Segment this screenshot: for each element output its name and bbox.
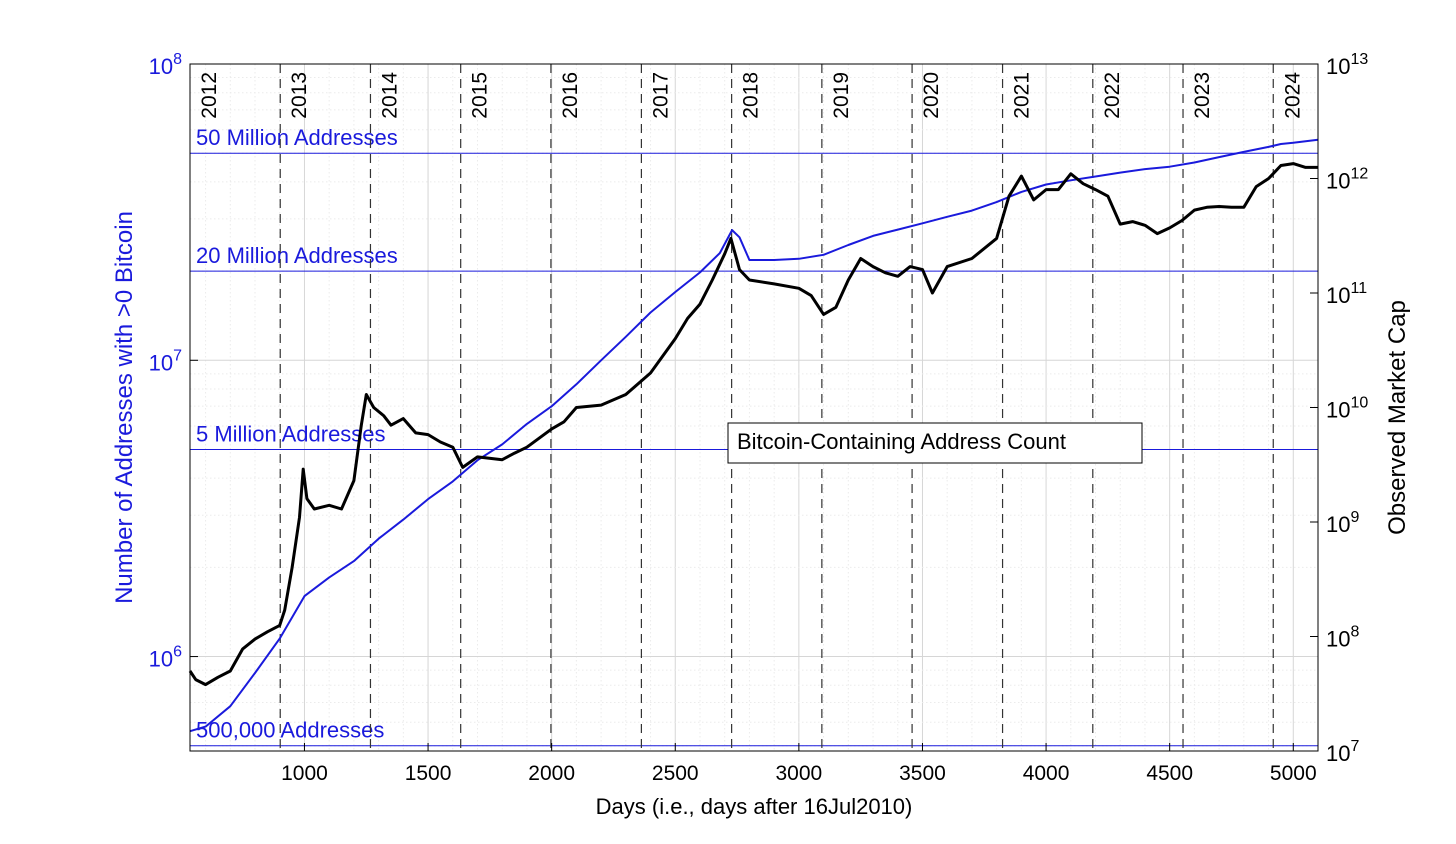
reference-line-label: 5 Million Addresses (196, 421, 386, 446)
x-tick-label: 5000 (1270, 762, 1317, 785)
year-label: 2017 (649, 72, 672, 119)
market-cap-line (188, 162, 1318, 687)
year-label: 2023 (1191, 72, 1214, 119)
y-right-tick-label: 1013 (1326, 51, 1368, 79)
year-label: 2014 (378, 72, 401, 119)
x-tick-label: 2000 (528, 762, 575, 785)
annotation: Bitcoin-Containing Address Count (727, 422, 1143, 464)
reference-line-label: 50 Million Addresses (196, 125, 398, 150)
reference-line-label: 500,000 Addresses (196, 718, 384, 743)
y-right-tick-label: 1011 (1326, 280, 1367, 308)
x-axis-label: Days (i.e., days after 16Jul2010) (596, 794, 913, 819)
y-right-tick-label: 107 (1326, 738, 1359, 766)
x-tick-label: 1000 (281, 762, 328, 785)
y-right-tick-label: 1012 (1326, 166, 1368, 194)
year-label: 2024 (1281, 72, 1304, 119)
y-left-tick-label: 108 (149, 51, 182, 79)
y-right-tick-label: 109 (1326, 509, 1359, 537)
y-axis-left-label: Number of Addresses with >0 Bitcoin (111, 211, 138, 604)
series-layer (188, 138, 1319, 733)
y-axis-right-label: Observed Market Cap (1384, 300, 1411, 535)
reference-line-label: 20 Million Addresses (196, 243, 398, 268)
x-tick-label: 2500 (652, 762, 699, 785)
year-label: 2022 (1101, 72, 1124, 119)
y-left-tick-label: 107 (149, 347, 182, 375)
year-label: 2015 (469, 72, 492, 119)
reference-lines: 50 Million Addresses 20 Million Addresses… (190, 125, 1318, 747)
x-tick-label: 4000 (1023, 762, 1070, 785)
x-tick-label: 3000 (776, 762, 823, 785)
x-tick-label: 4500 (1146, 762, 1193, 785)
x-tick-label: 3500 (899, 762, 946, 785)
x-tick-label: 1500 (405, 762, 452, 785)
year-label: 2018 (740, 72, 763, 119)
annotation-box (727, 422, 1143, 464)
y-right-tick-label: 108 (1326, 624, 1359, 652)
annotation-label: Bitcoin-Containing Address Count (737, 429, 1066, 454)
address-count-line (189, 138, 1319, 733)
year-label: 2016 (559, 72, 582, 119)
y-left-tick-label: 106 (149, 644, 182, 672)
grid (190, 63, 1319, 751)
year-label: 2012 (198, 72, 221, 119)
year-label: 2013 (288, 72, 311, 119)
y-right-tick-label: 1010 (1326, 395, 1368, 423)
plot-frame (189, 63, 1319, 752)
axes: 1000 1500 2000 2500 3000 3500 4000 4500 5000 106 1… (149, 51, 1369, 785)
year-label: 2021 (1011, 72, 1034, 119)
year-label: 2019 (830, 72, 853, 119)
year-label: 2020 (920, 72, 943, 119)
